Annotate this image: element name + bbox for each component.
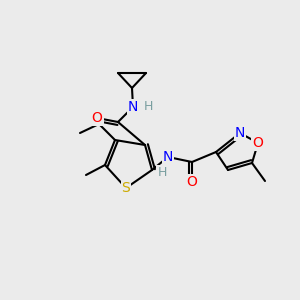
Text: N: N	[163, 150, 173, 164]
Text: S: S	[122, 181, 130, 195]
Text: O: O	[92, 111, 102, 125]
Text: N: N	[128, 100, 138, 114]
Text: H: H	[143, 100, 153, 113]
Text: H: H	[157, 166, 167, 178]
Text: O: O	[253, 136, 263, 150]
Text: N: N	[235, 126, 245, 140]
Text: O: O	[187, 175, 197, 189]
